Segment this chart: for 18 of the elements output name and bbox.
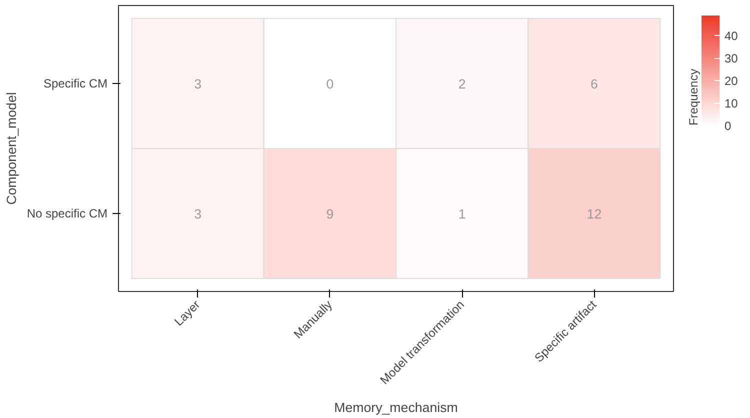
data-label: 1 [458,206,466,222]
y-tick-label: Specific CM [43,76,108,90]
data-label: 0 [326,76,334,92]
y-tick-label: No specific CM [26,206,108,220]
color-bar-label: 0 [724,119,732,133]
data-label: 12 [586,206,602,222]
color-bar-label: 40 [724,29,738,44]
data-label: 9 [326,206,334,222]
y-axis-title: Component_model [4,92,19,205]
color-bar-label: 10 [724,96,738,111]
x-axis-title: Memory_mechanism [334,400,458,416]
legend-title: Frequency [686,68,700,126]
color-bar-label: 20 [724,74,738,88]
data-label: 6 [590,76,598,92]
color-bar-label: 30 [724,52,738,66]
data-label: 3 [194,76,202,92]
data-label: 3 [194,206,202,222]
data-label: 2 [458,76,466,92]
